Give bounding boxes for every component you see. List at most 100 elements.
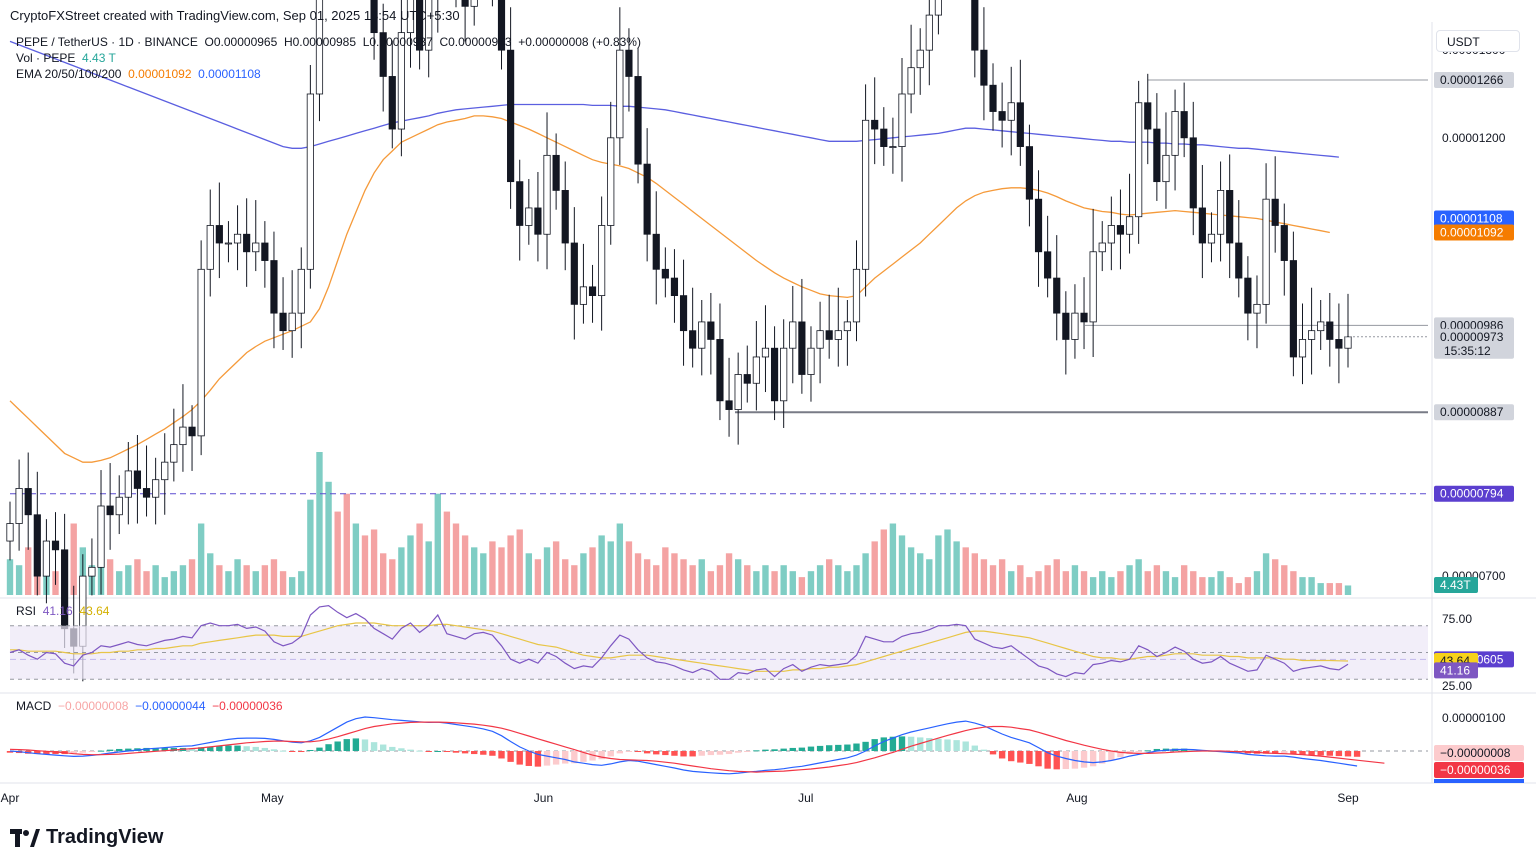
- candle-body: [315, 0, 324, 95]
- tradingview-logo-text: TradingView: [46, 826, 164, 848]
- price-badge-bg: [1434, 404, 1514, 421]
- volume-bar: [1335, 583, 1343, 595]
- candle-body: [716, 339, 724, 402]
- candle-body: [889, 146, 897, 148]
- candle-body: [770, 347, 779, 402]
- volume-bar: [871, 541, 878, 595]
- volume-bar: [207, 553, 214, 595]
- candle-body: [1062, 312, 1070, 340]
- candle-body: [516, 181, 524, 226]
- volume-bar: [1290, 571, 1297, 595]
- candle-body: [279, 312, 287, 332]
- candle-body: [233, 233, 242, 244]
- volume-bar: [15, 565, 23, 595]
- volume-bar: [780, 565, 787, 595]
- macd-histogram-bar: [680, 751, 687, 757]
- volume-bar: [134, 559, 141, 595]
- currency-button[interactable]: USDT: [1436, 30, 1520, 52]
- candle-body: [1298, 339, 1307, 358]
- candle-body: [1044, 251, 1052, 279]
- volume-bar: [116, 571, 123, 595]
- candle-body: [1244, 277, 1252, 314]
- volume-bar: [562, 559, 569, 595]
- volume-bar: [898, 535, 906, 595]
- macd-histogram-bar: [1308, 751, 1315, 756]
- volume-bar: [880, 529, 887, 595]
- macd-hist-badge: −0.00000008: [1440, 746, 1511, 760]
- candle-body: [588, 286, 597, 297]
- ohlc-open: 0.00000965: [213, 35, 278, 49]
- volume-bar: [1117, 571, 1124, 595]
- macd-histogram-bar: [325, 744, 332, 751]
- candle-body: [598, 225, 606, 297]
- macd-histogram-bar: [207, 746, 214, 751]
- volume-bar: [261, 565, 269, 595]
- macd-histogram-bar: [443, 751, 451, 752]
- candle-body: [1198, 207, 1206, 244]
- macd-hist-badge-bg: [1434, 745, 1524, 761]
- candle-body: [625, 49, 633, 77]
- volume-bar: [825, 559, 833, 595]
- ohlc-close-label: C: [439, 35, 449, 49]
- macd-histogram-bar: [798, 747, 806, 751]
- macd-histogram-bar: [880, 737, 887, 751]
- candle-body: [1335, 339, 1343, 349]
- ema-50-value: 0.00001092: [128, 67, 192, 81]
- candle-body: [425, 0, 433, 51]
- macd-histogram-bar: [298, 751, 305, 753]
- candle-body: [725, 400, 733, 410]
- macd-histogram-bar: [1108, 751, 1115, 761]
- tradingview-logo[interactable]: TradingView: [10, 826, 163, 849]
- candle-body: [1071, 312, 1079, 340]
- macd-histogram-bar: [97, 750, 105, 752]
- macd-histogram-bar: [753, 750, 760, 752]
- candle-body: [925, 14, 933, 51]
- rsi-ma-line: [10, 622, 1349, 672]
- rsi-line: [9, 604, 1349, 680]
- candle-body: [1080, 312, 1088, 323]
- macd-histogram-bar: [580, 751, 587, 762]
- ema-label[interactable]: EMA 20/50/100/200: [16, 67, 122, 81]
- volume-bar: [398, 547, 405, 595]
- volume-bar: [179, 565, 187, 595]
- macd-histogram-bar: [762, 749, 769, 751]
- candle-body: [1253, 303, 1261, 314]
- macd-line-badge-edge: [1434, 779, 1524, 783]
- candle-body: [661, 268, 669, 279]
- candle-body: [670, 277, 679, 297]
- macd-histogram-bar: [70, 751, 77, 754]
- volume-badge: 4.43T: [1440, 578, 1471, 592]
- candle-body: [179, 426, 187, 446]
- price-badge-bg: [1434, 210, 1514, 227]
- rsi-label[interactable]: RSI: [16, 604, 37, 618]
- volume-bar: [543, 547, 551, 595]
- symbol-title[interactable]: PEPE / TetherUS · 1D · BINANCE: [16, 35, 198, 49]
- macd-label[interactable]: MACD: [16, 699, 52, 713]
- macd-histogram-bar: [953, 740, 960, 751]
- volume-label[interactable]: Vol · PEPE: [16, 51, 76, 65]
- volume-bar: [471, 547, 478, 595]
- macd-histogram-bar: [197, 747, 205, 751]
- macd-histogram-bar: [789, 747, 796, 751]
- price-axis-tick: 0.00001200: [1442, 131, 1506, 145]
- volume-bar: [798, 577, 806, 595]
- main-legend: PEPE / TetherUS · 1D · BINANCE O0.000009…: [16, 34, 641, 82]
- volume-bar: [6, 559, 14, 595]
- candle-body: [133, 470, 142, 489]
- time-axis-label: Jul: [798, 791, 813, 805]
- volume-bar: [188, 559, 196, 595]
- volume-bar: [1180, 565, 1188, 595]
- volume-bar: [1099, 571, 1106, 595]
- macd-histogram-bar: [944, 739, 951, 751]
- macd-histogram-bar: [935, 738, 942, 751]
- macd-histogram-bar: [671, 751, 678, 756]
- volume-bar: [270, 559, 278, 595]
- macd-histogram-bar: [334, 741, 341, 751]
- candle-body: [1116, 225, 1125, 235]
- macd-histogram-bar: [725, 751, 733, 755]
- candle-body: [1162, 154, 1170, 183]
- macd-histogram-bar: [1344, 751, 1352, 757]
- candle-body: [652, 233, 660, 270]
- candle-body: [998, 111, 1006, 121]
